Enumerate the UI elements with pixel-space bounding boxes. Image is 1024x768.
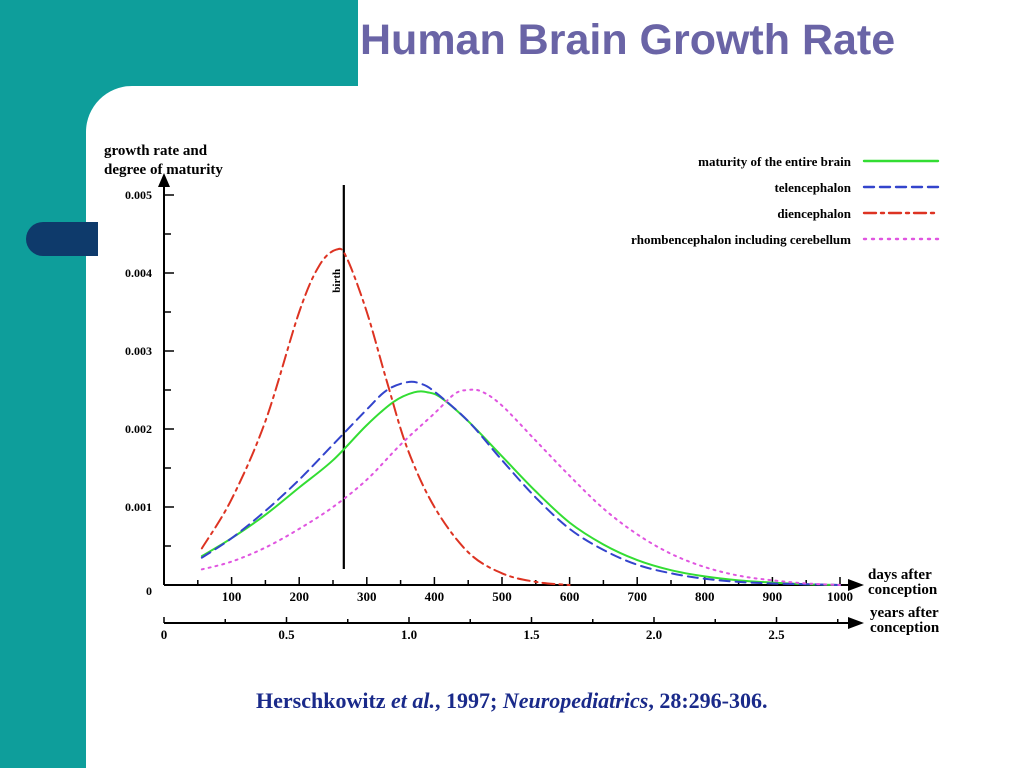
y-tick-label: 0.001 [125,500,152,514]
citation: Herschkowitz et al., 1997; Neuropediatri… [256,688,767,714]
series-line-1 [200,390,841,586]
years-axis-title-line: conception [870,620,940,636]
x-tick-label: 300 [357,589,377,604]
y-tick-label: 0.004 [125,266,152,280]
x-tick-label: 200 [289,589,309,604]
y-tick-label: 0.002 [125,422,152,436]
legend-label: telencephalon [774,180,851,195]
citation-author: Herschkowitz [256,688,386,713]
years-axis-title-line: years after [870,605,939,621]
citation-journal: Neuropediatrics [502,688,649,713]
chart-series [200,247,841,586]
years-tick-label: 2.0 [646,627,662,642]
x-tick-label: 700 [627,589,647,604]
x-tick-label: 800 [695,589,715,604]
years-tick-label: 0.5 [278,627,295,642]
slide-title: Human Brain Growth Rate [360,16,896,64]
series-line-4 [200,388,841,586]
content-panel [86,86,1024,768]
series-line-2 [200,380,841,586]
navy-accent-tab [26,222,98,256]
chart-labels: 0.001 0.002 0.003 0.004 0.005 0 100 200 300 400 50… [104,143,940,642]
years-tick-label: 0 [161,627,168,642]
teal-header-band [86,0,358,86]
y-tick-label: 0.003 [125,344,152,358]
x-tick-label: 500 [492,589,512,604]
legend-label: rhombencephalon including cerebellum [631,232,851,247]
x-tick-label: 900 [763,589,783,604]
citation-year: , 1997; [435,688,503,713]
series-line-3 [200,247,571,586]
years-tick-label: 1.0 [401,627,417,642]
birth-label: birth [331,269,343,293]
years-tick-label: 2.5 [768,627,785,642]
chart-legend: maturity of the entire brain telencephalo… [631,154,940,247]
brain-growth-chart: maturity of the entire brain telencephalo… [104,143,940,642]
y-tick-label: 0.005 [125,188,152,202]
x-axis-title-line: days after [868,567,932,583]
citation-etal: et al. [391,688,436,713]
y-axis-title-line: growth rate and [104,143,208,159]
teal-sidebar-band [0,0,86,768]
x-tick-label: 400 [425,589,445,604]
y-axis-arrow [158,173,170,187]
years-axis-arrow [848,617,864,629]
citation-ref: , 28:296-306. [648,688,768,713]
x-tick-label: 600 [560,589,580,604]
y-origin-label: 0 [146,584,152,598]
x-axis-arrow [848,579,864,591]
y-axis-title-line: degree of maturity [104,162,223,178]
legend-label: diencephalon [777,206,851,221]
years-tick-label: 1.5 [523,627,540,642]
x-axis-title-line: conception [868,582,938,598]
x-tick-label: 1000 [827,589,853,604]
chart-axes [158,173,864,629]
legend-label: maturity of the entire brain [698,154,852,169]
x-tick-label: 100 [222,589,242,604]
